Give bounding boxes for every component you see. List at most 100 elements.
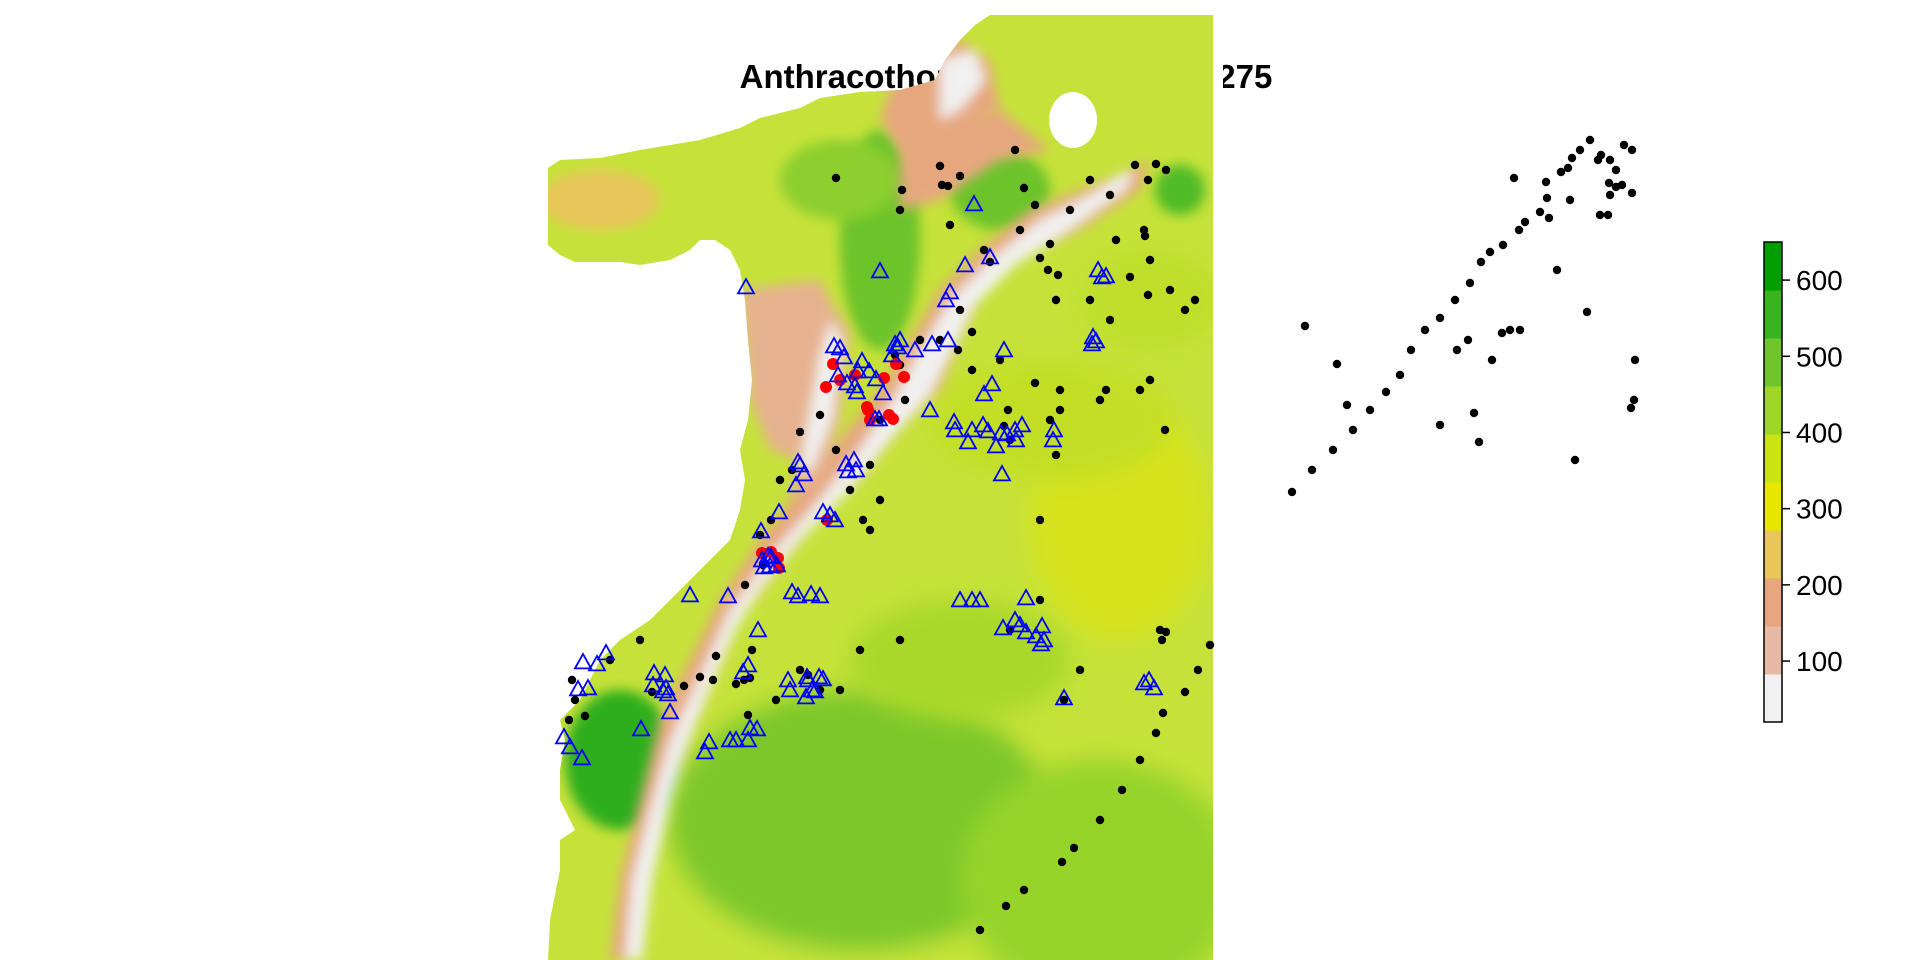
triangle-marker: [992, 464, 1012, 482]
triangle-marker: [991, 423, 1011, 441]
occurrence-dot: [1552, 265, 1562, 275]
triangle-marker: [1088, 260, 1108, 278]
occurrence-dot: [1095, 395, 1105, 405]
triangle-marker: [982, 374, 1002, 392]
occurrence-dot: [570, 695, 580, 705]
legend-color-step: [1764, 530, 1782, 579]
occurrence-dot: [955, 305, 965, 315]
occurrence-dot: [897, 185, 907, 195]
occurrence-dot: [1019, 183, 1029, 193]
red-point: [898, 371, 910, 383]
triangle-marker: [578, 678, 598, 696]
red-point: [890, 358, 902, 370]
occurrence-dot: [1328, 445, 1338, 455]
occurrence-dot: [1085, 175, 1095, 185]
legend-color-step: [1764, 242, 1782, 291]
occurrence-dot: [1605, 155, 1615, 165]
occurrence-dot: [771, 695, 781, 705]
legend-color-step: [1764, 338, 1782, 387]
occurrence-dot: [1582, 307, 1592, 317]
occurrence-dot: [1055, 405, 1065, 415]
occurrence-dot: [1420, 325, 1430, 335]
occurrence-dot: [895, 635, 905, 645]
occurrence-dot: [875, 495, 885, 505]
occurrence-dot: [1575, 145, 1585, 155]
occurrence-dot: [1535, 207, 1545, 217]
occurrence-dot: [855, 645, 865, 655]
triangle-marker: [848, 361, 868, 379]
occurrence-dot: [564, 715, 574, 725]
triangle-marker: [554, 727, 574, 745]
triangle-marker: [573, 652, 593, 670]
triangle-marker: [786, 475, 806, 493]
occurrence-dot: [1307, 465, 1317, 475]
occurrence-dot: [1069, 843, 1079, 853]
occurrence-dot: [1542, 193, 1552, 203]
triangle-marker: [882, 345, 902, 363]
triangle-marker: [905, 340, 925, 358]
triangle-marker: [748, 620, 768, 638]
triangle-marker: [1016, 622, 1036, 640]
legend-frame: [1763, 241, 1783, 723]
triangle-marker: [718, 586, 738, 604]
triangle-marker: [978, 421, 998, 439]
triangle-marker: [852, 351, 872, 369]
legend-color-step: [1764, 482, 1782, 531]
triangle-marker: [870, 261, 890, 279]
occurrence-dot: [1611, 165, 1621, 175]
occurrence-dot: [995, 355, 1005, 365]
occurrence-dot: [1565, 195, 1575, 205]
occurrence-dot: [567, 675, 577, 685]
triangle-marker: [993, 618, 1013, 636]
occurrence-dot: [1145, 255, 1155, 265]
occurrence-dot: [1205, 640, 1215, 650]
triangle-marker: [733, 662, 753, 680]
triangle-marker: [810, 586, 830, 604]
occurrence-dot: [1180, 305, 1190, 315]
triangle-marker: [680, 585, 700, 603]
legend-color-step: [1764, 386, 1782, 435]
triangle-marker: [794, 464, 814, 482]
triangle-marker: [1031, 634, 1051, 652]
triangle-marker: [805, 681, 825, 699]
occurrence-dot: [1043, 265, 1053, 275]
triangle-marker: [1012, 415, 1032, 433]
legend-color-step: [1764, 290, 1782, 339]
triangle-marker: [767, 555, 787, 573]
triangle-marker: [944, 412, 964, 430]
triangle-marker: [660, 702, 680, 720]
occurrence-dot: [1035, 595, 1045, 605]
triangle-marker: [936, 290, 956, 308]
occurrence-dot: [1030, 200, 1040, 210]
occurrence-dot: [1030, 378, 1040, 388]
triangle-marker: [1043, 430, 1063, 448]
occurrence-dot: [1287, 487, 1297, 497]
occurrence-dot: [955, 171, 965, 181]
occurrence-dot: [835, 685, 845, 695]
occurrence-dot: [1075, 665, 1085, 675]
occurrence-dot: [1497, 328, 1507, 338]
occurrence-dot: [1059, 695, 1069, 705]
occurrence-dot: [711, 651, 721, 661]
occurrence-markers: [554, 135, 1640, 935]
occurrence-dot: [695, 672, 705, 682]
triangle-marker: [596, 643, 616, 661]
red-point: [862, 404, 874, 416]
triangle-marker: [782, 582, 802, 600]
triangle-marker: [986, 436, 1006, 454]
triangle-marker: [752, 550, 772, 568]
occurrence-dot: [1105, 315, 1115, 325]
occurrence-dot: [1629, 395, 1639, 405]
occurrence-dot: [679, 681, 689, 691]
occurrence-dot: [1035, 253, 1045, 263]
triangle-marker: [1083, 327, 1103, 345]
occurrence-dot: [1117, 785, 1127, 795]
occurrence-dot: [1105, 190, 1115, 200]
elevation-raster: [548, 0, 1223, 960]
occurrence-dot: [953, 345, 963, 355]
triangle-marker: [736, 277, 756, 295]
occurrence-dot: [1474, 437, 1484, 447]
triangle-marker: [837, 373, 857, 391]
legend-color-bar: [1764, 242, 1782, 723]
triangle-marker: [1134, 673, 1154, 691]
